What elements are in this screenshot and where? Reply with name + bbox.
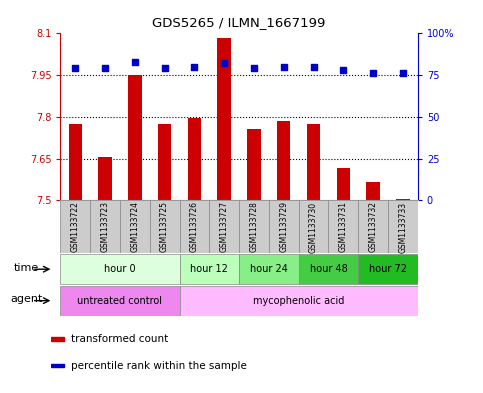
Point [101,65,109,72]
Text: hour 48: hour 48 [310,264,347,274]
Bar [239,254,298,284]
Text: hour 0: hour 0 [104,264,136,274]
Bar [158,124,171,200]
Text: hour 24: hour 24 [250,264,288,274]
Text: agent: agent [10,294,43,304]
Bar [298,200,328,253]
Text: GSM1133723: GSM1133723 [100,202,110,252]
Point [191,64,199,70]
Text: GSM1133729: GSM1133729 [279,202,288,252]
Bar [188,118,201,200]
Bar [337,169,350,200]
Bar [180,254,239,284]
Point [340,67,347,73]
Text: GSM1133725: GSM1133725 [160,202,169,252]
Bar [239,200,269,253]
Bar [396,199,410,200]
Bar [60,254,180,284]
Text: hour 12: hour 12 [190,264,228,274]
Point [71,65,79,72]
Bar [209,200,239,253]
Text: GSM1133732: GSM1133732 [369,202,378,252]
Point [369,70,377,77]
Bar [90,200,120,253]
Bar [180,200,209,253]
Text: hour 72: hour 72 [369,264,407,274]
Text: GSM1133730: GSM1133730 [309,201,318,253]
Bar [328,200,358,253]
Point [131,59,139,65]
Bar [69,124,82,200]
Text: GSM1133726: GSM1133726 [190,202,199,252]
Bar [307,124,320,200]
Text: GSM1133731: GSM1133731 [339,202,348,252]
Text: GSM1133724: GSM1133724 [130,202,139,252]
Text: mycophenolic acid: mycophenolic acid [253,296,344,306]
Point [310,64,317,70]
Bar [358,254,418,284]
Bar [120,200,150,253]
Text: percentile rank within the sample: percentile rank within the sample [71,361,247,371]
Text: transformed count: transformed count [71,334,168,344]
Bar [51,364,64,367]
Bar [247,129,261,200]
Point [250,65,258,72]
Text: GSM1133733: GSM1133733 [398,201,407,253]
Bar [277,121,290,200]
Bar [388,200,418,253]
Bar [99,157,112,200]
Point [399,70,407,77]
Text: GDS5265 / ILMN_1667199: GDS5265 / ILMN_1667199 [153,16,326,29]
Bar [60,200,90,253]
Bar [298,254,358,284]
Point [220,60,228,66]
Bar [358,200,388,253]
Text: GSM1133727: GSM1133727 [220,202,228,252]
Bar [367,182,380,200]
Text: GSM1133728: GSM1133728 [250,202,258,252]
Bar [60,286,180,316]
Bar [51,338,64,341]
Text: untreated control: untreated control [77,296,162,306]
Point [280,64,288,70]
Bar [128,75,142,200]
Bar [269,200,298,253]
Text: time: time [14,263,39,273]
Text: GSM1133722: GSM1133722 [71,202,80,252]
Point [161,65,169,72]
Bar [217,38,231,200]
Bar [180,286,418,316]
Bar [150,200,180,253]
